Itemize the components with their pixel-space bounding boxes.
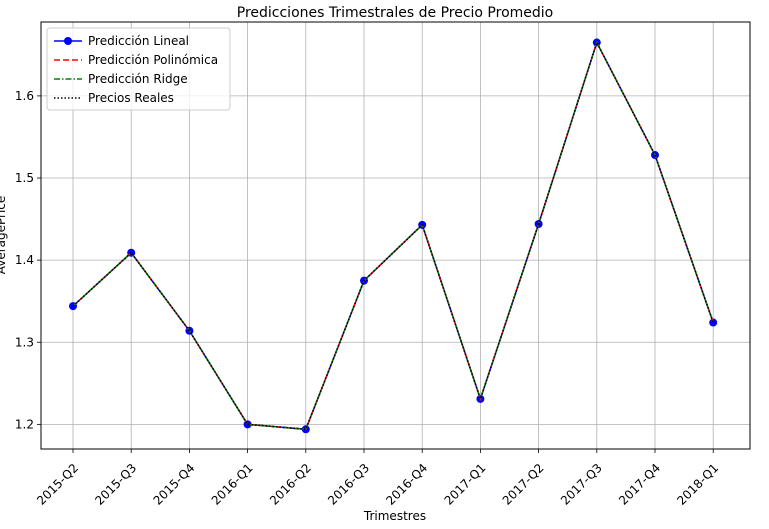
y-tick-label: 1.4 xyxy=(15,253,34,267)
legend: Predicción Lineal Predicción Polinómica Pr… xyxy=(46,27,231,111)
legend-label: Predicción Polinómica xyxy=(88,53,218,67)
legend-label: Predicción Ridge xyxy=(88,72,188,86)
y-tick-label: 1.5 xyxy=(15,171,34,185)
legend-label: Predicción Lineal xyxy=(88,34,189,48)
data-point xyxy=(709,318,718,327)
y-tick-label: 1.3 xyxy=(15,335,34,349)
chart-title: Predicciones Trimestrales de Precio Prom… xyxy=(237,5,553,21)
x-axis-label: Trimestres xyxy=(363,509,426,523)
legend-label: Precios Reales xyxy=(88,91,174,105)
y-axis-label: AveragePrice xyxy=(0,196,8,275)
y-tick-label: 1.2 xyxy=(15,417,34,431)
series-group xyxy=(69,38,718,434)
plot-frame xyxy=(40,21,751,450)
legend-marker xyxy=(64,37,72,45)
legend-box xyxy=(46,27,231,111)
series-line xyxy=(72,40,714,431)
y-tick-label: 1.6 xyxy=(15,89,34,103)
series-2 xyxy=(72,40,714,431)
